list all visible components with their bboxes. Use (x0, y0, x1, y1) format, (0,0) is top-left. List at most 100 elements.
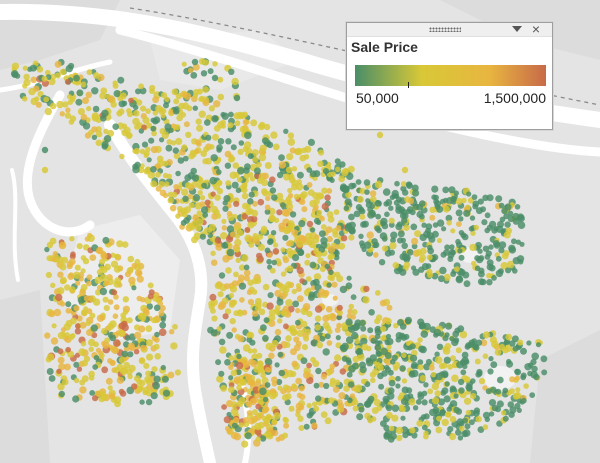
sale-point (395, 375, 401, 382)
sale-point (113, 339, 121, 347)
sale-point (284, 342, 291, 348)
sale-point (380, 217, 388, 226)
sale-point (420, 414, 427, 420)
sale-point (485, 388, 492, 395)
sale-price-legend[interactable]: × Sale Price 50,000 1,500,000 (346, 21, 553, 130)
sale-point (104, 280, 110, 286)
sale-point (173, 98, 180, 105)
sale-point (338, 242, 346, 250)
sale-point (347, 397, 353, 404)
sale-point (70, 333, 76, 339)
sale-point (471, 338, 478, 344)
sale-point (291, 166, 298, 172)
sale-point (341, 168, 349, 177)
sale-point (285, 281, 292, 288)
sale-point (186, 105, 193, 112)
sale-point (152, 96, 160, 104)
sale-point (496, 400, 504, 408)
sale-point (471, 260, 477, 267)
sale-point (440, 251, 447, 258)
sale-point (369, 190, 377, 197)
sale-point (286, 203, 294, 211)
sale-point (160, 92, 168, 99)
sale-point (267, 238, 274, 246)
sale-point (367, 327, 374, 334)
sale-point (403, 261, 411, 269)
sale-point (149, 88, 155, 94)
sale-point (210, 259, 218, 267)
sale-point (264, 247, 271, 254)
sale-point (296, 240, 304, 248)
sale-point (482, 385, 488, 391)
sale-point (439, 409, 447, 417)
sale-point (328, 252, 335, 260)
sale-point (261, 137, 269, 145)
sale-point (373, 241, 380, 249)
sale-point (289, 211, 297, 218)
sale-point (336, 322, 342, 329)
sale-point (238, 282, 247, 290)
sale-point (48, 375, 56, 382)
sale-point (339, 368, 346, 375)
legend-title-bar[interactable]: × (347, 21, 552, 37)
sale-point (477, 198, 484, 205)
sale-point (29, 64, 37, 72)
sale-point (136, 295, 143, 302)
sale-point (255, 403, 262, 410)
sale-point (202, 86, 209, 93)
sale-point (490, 361, 498, 369)
sale-point (102, 296, 109, 303)
sale-point (346, 275, 352, 281)
sale-point (295, 147, 303, 156)
sale-point (384, 357, 393, 366)
sale-point (86, 329, 93, 336)
sale-point (277, 318, 283, 324)
sale-point (409, 370, 415, 376)
sale-point (270, 230, 277, 236)
sale-point (322, 348, 330, 356)
sale-point (207, 68, 214, 75)
sale-point (438, 363, 445, 370)
dropdown-icon[interactable] (512, 26, 522, 32)
close-icon[interactable]: × (531, 21, 540, 37)
grip-icon[interactable] (429, 27, 461, 32)
sale-point (301, 344, 308, 351)
sale-point (103, 135, 112, 143)
sale-point (65, 64, 74, 73)
sale-point (80, 81, 87, 88)
sale-point (78, 276, 84, 282)
sale-point (444, 411, 452, 418)
sale-point (57, 348, 64, 355)
sale-point (159, 189, 167, 197)
sale-point (326, 211, 334, 218)
sale-point (140, 105, 147, 112)
sale-point (112, 123, 119, 130)
sale-point (435, 426, 443, 434)
sale-point (153, 343, 160, 350)
sale-point (403, 333, 410, 340)
sale-point (502, 415, 509, 422)
sale-point (247, 198, 254, 205)
sale-point (260, 324, 267, 332)
sale-point (447, 251, 455, 259)
sale-point (59, 276, 68, 285)
sale-point (471, 194, 478, 201)
sale-point (196, 124, 203, 132)
sale-point (269, 392, 277, 400)
sale-point (436, 415, 442, 422)
sale-point (176, 114, 184, 122)
sale-point (264, 358, 273, 366)
sale-point (299, 198, 306, 205)
sale-point (427, 388, 434, 395)
sale-point (324, 194, 331, 201)
sale-point (241, 111, 248, 118)
sale-point (427, 272, 433, 278)
sale-point (470, 230, 476, 236)
sale-point (434, 200, 442, 208)
sale-point (473, 344, 480, 351)
sale-point (222, 313, 229, 320)
sale-point (419, 233, 427, 242)
sale-point (186, 222, 194, 229)
sale-point (147, 282, 154, 289)
